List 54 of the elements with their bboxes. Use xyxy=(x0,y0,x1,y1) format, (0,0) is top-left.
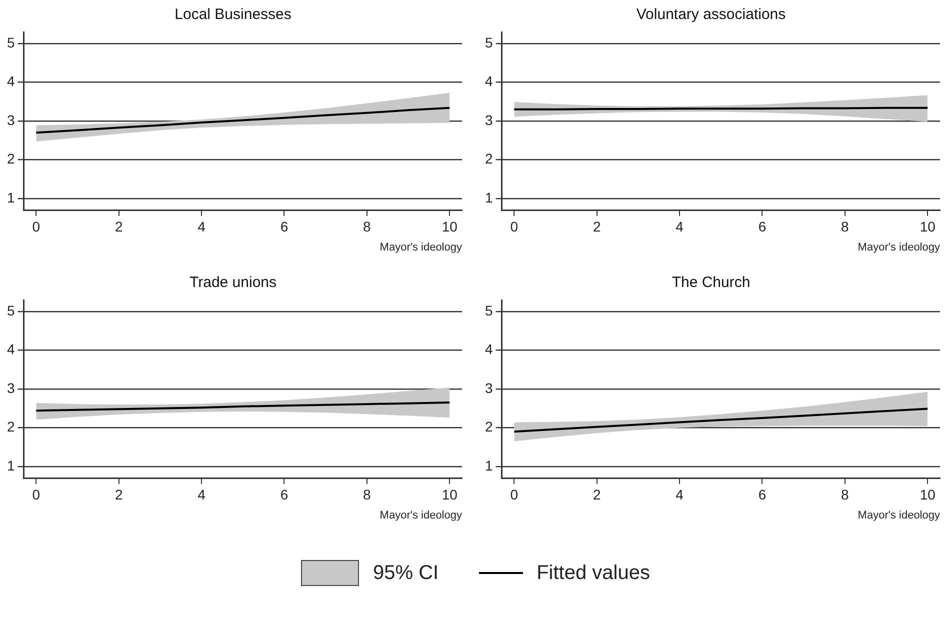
x-tick-label: 10 xyxy=(442,218,458,234)
x-tick-label: 8 xyxy=(363,486,372,502)
y-tick-label: 3 xyxy=(484,112,493,128)
y-tick-label: 2 xyxy=(484,150,493,167)
text: 95% CI xyxy=(373,562,439,584)
chart-title: Trade unions xyxy=(190,274,276,292)
x-tick-label: 0 xyxy=(510,218,518,234)
chart-title: The Church xyxy=(672,274,750,292)
y-tick-label: 1 xyxy=(6,189,15,206)
x-tick-label: 0 xyxy=(32,218,40,234)
y-tick-label: 5 xyxy=(6,302,15,318)
y-tick-label: 4 xyxy=(6,73,15,90)
x-axis-title: Mayor's ideology xyxy=(380,509,462,522)
x-tick-label: 8 xyxy=(363,218,372,234)
x-tick-label: 10 xyxy=(442,486,458,502)
x-tick-label: 10 xyxy=(920,486,936,502)
y-tick-label: 1 xyxy=(6,457,15,474)
y-tick-label: 2 xyxy=(6,150,15,167)
x-axis-title: Mayor's ideology xyxy=(858,509,940,522)
x-tick-label: 8 xyxy=(841,218,850,234)
x-tick-label: 2 xyxy=(592,486,601,502)
x-tick-label: 2 xyxy=(114,486,123,502)
x-tick-label: 2 xyxy=(114,218,123,234)
x-axis-title: Mayor's ideology xyxy=(380,241,462,254)
x-tick-label: 6 xyxy=(758,486,766,502)
y-tick-label: 3 xyxy=(6,380,15,396)
x-tick-label: 0 xyxy=(510,486,518,502)
y-tick-label: 3 xyxy=(484,380,493,396)
x-tick-label: 4 xyxy=(676,486,684,502)
y-tick-label: 1 xyxy=(484,189,493,206)
x-tick-label: 6 xyxy=(280,486,288,502)
x-tick-label: 10 xyxy=(920,218,936,234)
y-tick-label: 5 xyxy=(6,34,15,50)
legend-label: Fitted values xyxy=(536,562,650,584)
y-tick-label: 4 xyxy=(484,73,493,90)
y-tick-label: 1 xyxy=(484,457,493,474)
x-tick-label: 6 xyxy=(758,218,766,234)
y-tick-label: 2 xyxy=(484,418,493,435)
y-tick-label: 3 xyxy=(6,112,15,128)
y-tick-label: 4 xyxy=(484,341,493,358)
y-tick-label: 2 xyxy=(6,418,15,435)
x-tick-label: 2 xyxy=(592,218,601,234)
x-tick-label: 0 xyxy=(32,486,40,502)
x-tick-label: 6 xyxy=(280,218,288,234)
y-tick-label: 5 xyxy=(484,34,493,50)
y-tick-label: 4 xyxy=(6,341,15,358)
chart-title: Local Businesses xyxy=(174,6,292,24)
x-tick-label: 4 xyxy=(676,218,684,234)
chart-title: Voluntary associations xyxy=(636,6,786,24)
x-axis-title: Mayor's ideology xyxy=(858,241,940,254)
y-tick-label: 5 xyxy=(484,302,493,318)
x-tick-label: 4 xyxy=(198,218,206,234)
x-tick-label: 4 xyxy=(198,486,206,502)
x-tick-label: 8 xyxy=(841,486,850,502)
